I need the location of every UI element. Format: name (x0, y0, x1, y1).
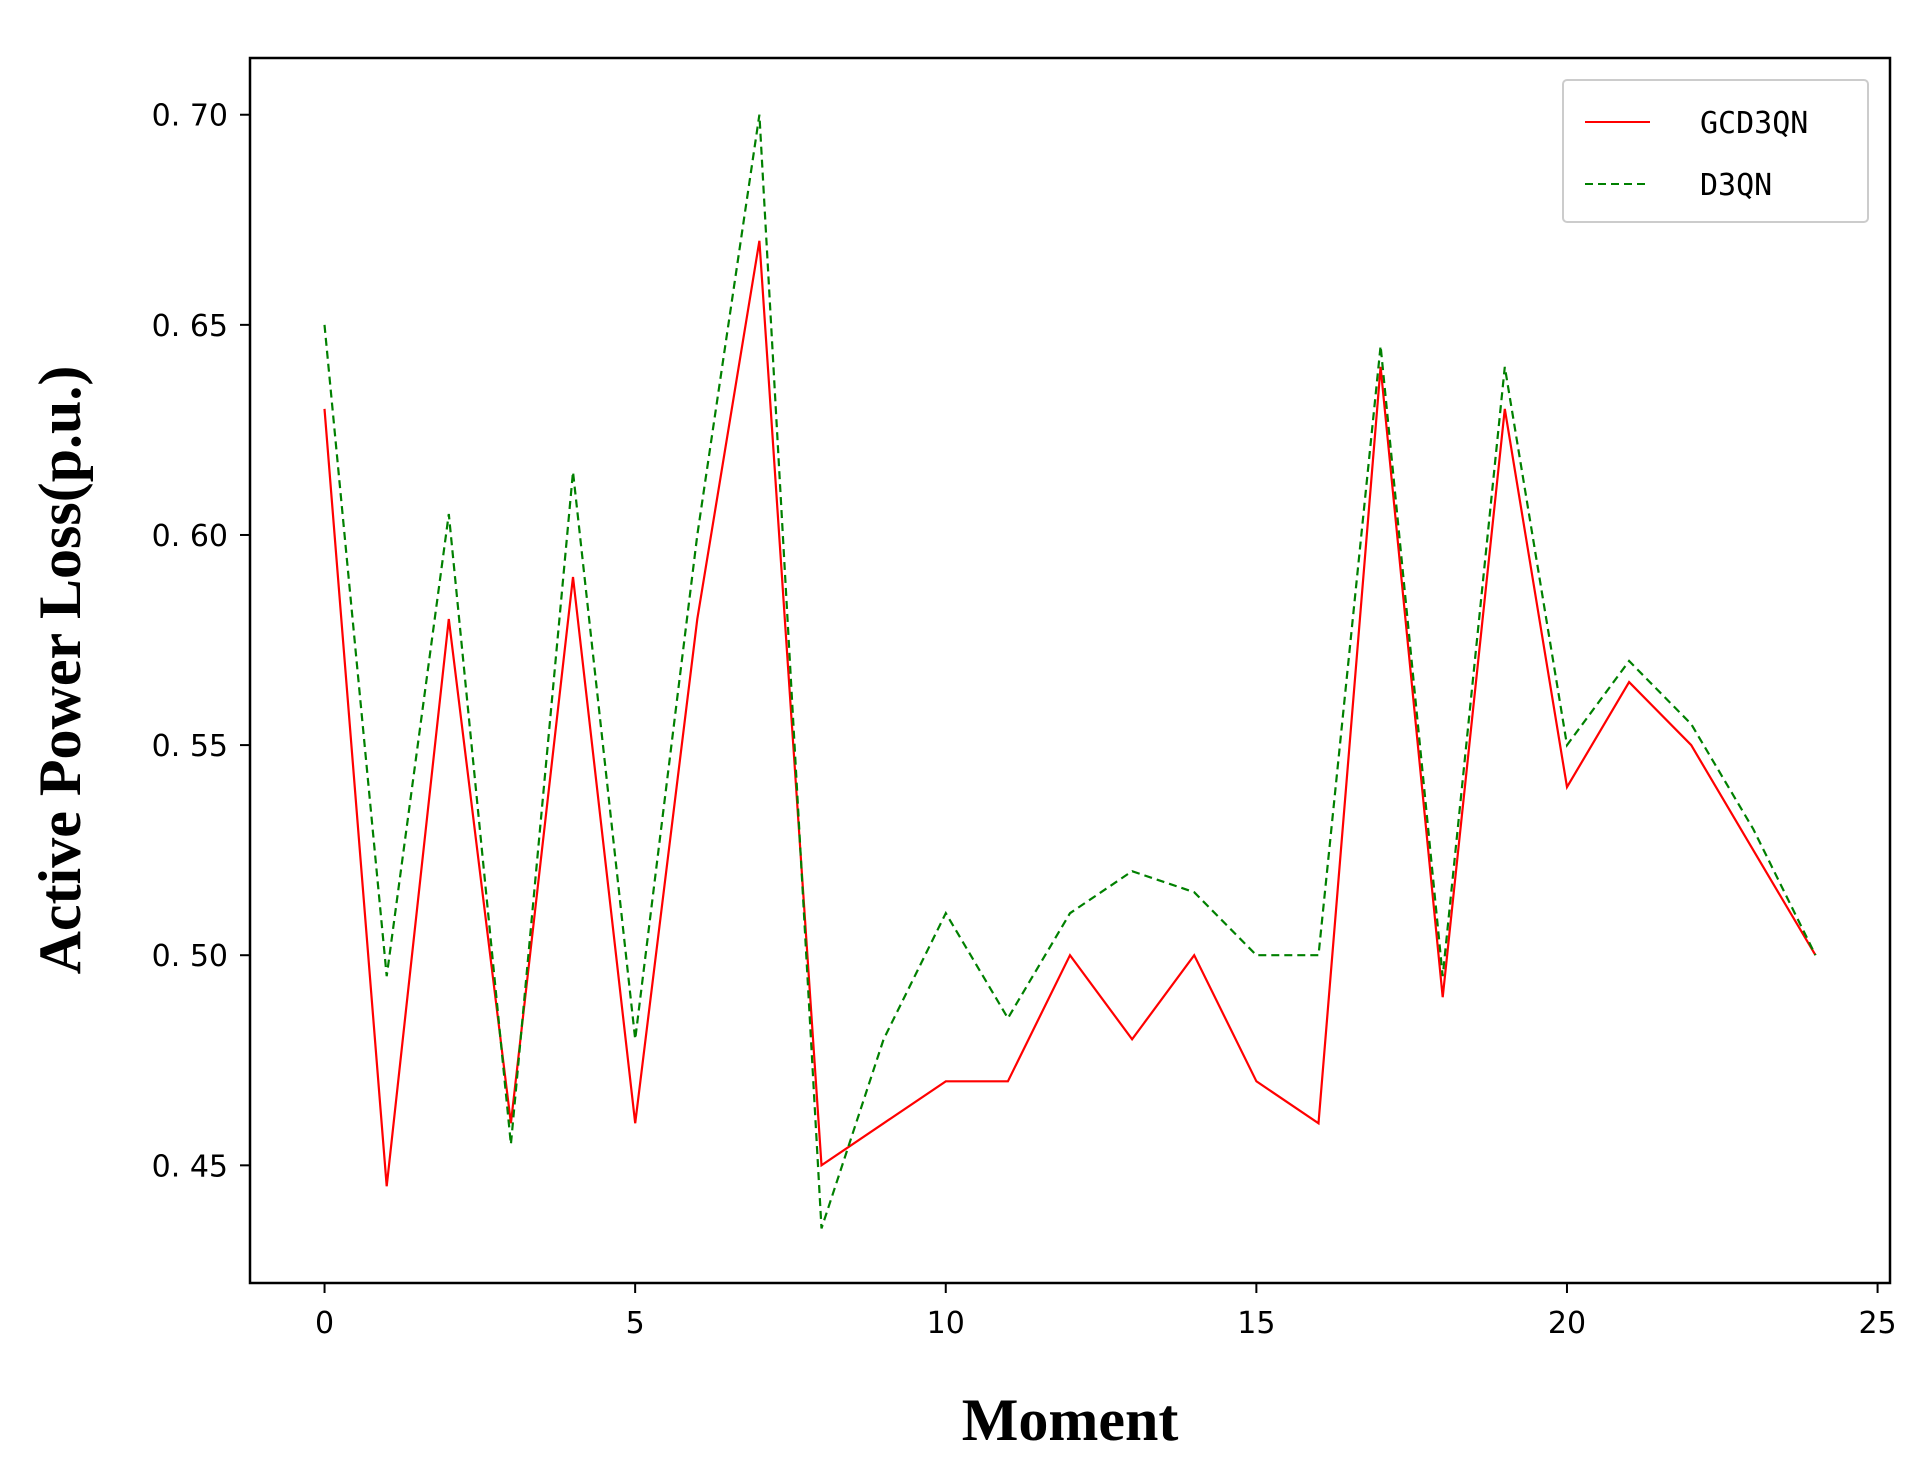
legend-label-gcd3qn: GCD3QN (1700, 106, 1808, 141)
legend: GCD3QN D3QN (1562, 79, 1869, 223)
legend-label-d3qn: D3QN (1700, 168, 1772, 203)
series-line-gcd3qn (323, 240, 1817, 1187)
plot-frame (248, 56, 1892, 1285)
y-tick-label: 0. 60 (152, 519, 228, 554)
x-tick-label: 20 (1548, 1306, 1586, 1341)
y-tick-label: 0. 65 (152, 309, 228, 344)
y-axis-ticks: 0. 45 0. 50 0. 55 0. 60 0. 65 0. 70 (152, 99, 250, 1184)
x-tick-label: 0 (315, 1306, 334, 1341)
x-axis-ticks: 0 5 10 15 20 25 (315, 1283, 1897, 1341)
x-tick-label: 5 (626, 1306, 645, 1341)
y-tick-label: 0. 70 (152, 99, 228, 134)
series-line-d3qn (323, 114, 1817, 1229)
x-axis-title: Moment (962, 1387, 1179, 1453)
x-tick-label: 10 (927, 1306, 965, 1341)
y-tick-label: 0. 55 (152, 729, 228, 764)
x-tick-label: 25 (1858, 1306, 1896, 1341)
legend-box (1562, 79, 1869, 223)
y-tick-label: 0. 50 (152, 939, 228, 974)
y-axis-title: Active Power Loss(p.u.) (27, 366, 93, 975)
series-lines (323, 114, 1817, 1229)
y-tick-label: 0. 45 (152, 1149, 228, 1184)
x-tick-label: 15 (1237, 1306, 1275, 1341)
